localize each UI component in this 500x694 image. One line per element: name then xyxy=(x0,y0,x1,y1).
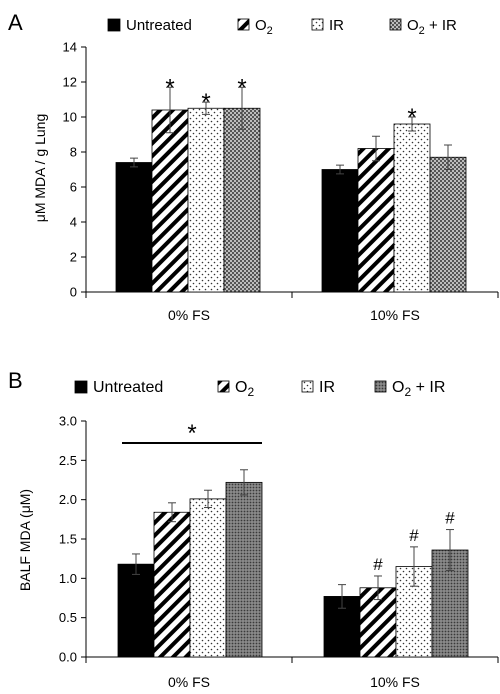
legend-label: IR xyxy=(319,379,335,396)
bar-ir-2 xyxy=(393,123,431,293)
y-tick-label: 0 xyxy=(70,285,77,300)
y-tick-label: 12 xyxy=(63,75,77,90)
legend-label: O2 xyxy=(235,379,254,399)
bar-ir-1 xyxy=(189,498,227,658)
significance-hash: # xyxy=(409,526,419,545)
panel-b-letter: B xyxy=(8,368,23,393)
panel-a-y-axis-label: μM MDA / g Lung xyxy=(32,114,48,222)
bar-o2-2 xyxy=(357,148,395,293)
bar-o2-ir-1 xyxy=(223,107,261,293)
significance-star: * xyxy=(165,74,174,101)
y-tick-label: 6 xyxy=(70,180,77,195)
y-tick-label: 3.0 xyxy=(59,414,77,429)
legend-swatch xyxy=(237,18,250,31)
y-tick-label: 2.5 xyxy=(59,453,77,468)
legend-label: IR xyxy=(329,17,344,34)
significance-star: * xyxy=(187,420,196,447)
legend-label: O2 xyxy=(255,17,273,37)
bar-ir-1 xyxy=(187,107,225,293)
x-category-label: 0% FS xyxy=(168,307,210,323)
significance-star: * xyxy=(201,89,210,116)
x-category-label: 10% FS xyxy=(370,307,420,323)
significance-star: * xyxy=(237,74,246,101)
y-tick-label: 14 xyxy=(63,40,77,55)
bar-o2-ir-2 xyxy=(429,156,467,293)
legend-swatch xyxy=(107,18,121,32)
x-category-label: 0% FS xyxy=(168,674,210,690)
legend-swatch xyxy=(311,18,324,31)
legend-swatch xyxy=(217,380,230,393)
bar-untreated-1 xyxy=(115,162,153,293)
panel-a-legend: Untreated O2 IR O2 + IR xyxy=(107,17,457,37)
significance-star: * xyxy=(407,104,416,131)
x-category-label: 10% FS xyxy=(370,674,420,690)
bar-o2-ir-1 xyxy=(225,481,263,658)
y-tick-label: 4 xyxy=(70,215,77,230)
panel-b: B Untreated O2 IR O2 + IR BALF MDA (μM) 0.0… xyxy=(8,368,499,690)
y-tick-label: 0.5 xyxy=(59,610,77,625)
legend-swatch xyxy=(374,380,387,393)
legend-label: Untreated xyxy=(126,17,192,34)
legend-swatch xyxy=(301,380,314,393)
y-tick-label: 1.5 xyxy=(59,532,77,547)
significance-hash: # xyxy=(373,555,383,574)
panel-a-letter: A xyxy=(8,10,23,35)
bar-o2-1 xyxy=(151,109,189,293)
y-tick-label: 0.0 xyxy=(59,650,77,665)
legend-swatch xyxy=(74,380,88,394)
bar-untreated-1 xyxy=(117,563,155,658)
panel-b-legend: Untreated O2 IR O2 + IR xyxy=(74,379,445,399)
legend-label: O2 + IR xyxy=(392,379,445,399)
y-tick-label: 2 xyxy=(70,250,77,265)
y-tick-label: 2.0 xyxy=(59,492,77,507)
panel-b-y-axis-label: BALF MDA (μM) xyxy=(17,489,33,591)
y-tick-label: 1.0 xyxy=(59,571,77,586)
bar-untreated-2 xyxy=(321,169,359,293)
legend-swatch xyxy=(389,18,402,31)
legend-label: Untreated xyxy=(93,379,163,396)
y-tick-label: 10 xyxy=(63,110,77,125)
bar-o2-1 xyxy=(153,511,191,658)
panel-b-plot: 0.0 0.5 1.0 1.5 2.0 2.5 3.0 0% FS 10% FS # # # * xyxy=(59,414,499,690)
legend-label: O2 + IR xyxy=(407,17,457,37)
panel-a: A Untreated O2 IR O2 + IR μM MDA / g Lung 0… xyxy=(8,10,499,323)
significance-hash: # xyxy=(445,509,455,528)
y-tick-label: 8 xyxy=(70,145,77,160)
panel-a-plot: 0 2 4 6 8 10 12 14 0% FS 10% FS * * * * xyxy=(63,40,499,323)
